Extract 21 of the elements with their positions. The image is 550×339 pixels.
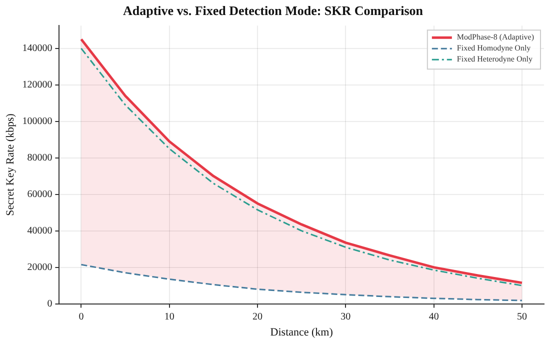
y-tick-label: 140000 — [22, 43, 52, 54]
x-tick-label: 30 — [340, 311, 351, 322]
y-tick-label: 40000 — [27, 225, 52, 236]
x-tick-label: 0 — [78, 311, 84, 322]
legend-label: Fixed Homodyne Only — [456, 44, 531, 53]
x-tick-label: 20 — [252, 311, 263, 322]
legend-label: ModPhase-8 (Adaptive) — [456, 32, 534, 42]
legend-label: Fixed Heterodyne Only — [456, 54, 532, 64]
chart-title: Adaptive vs. Fixed Detection Mode: SKR Comparison — [122, 3, 424, 18]
y-axis-title: Secret Key Rate (kbps) — [4, 113, 16, 216]
y-tick-label: 120000 — [22, 80, 52, 91]
x-tick-label: 40 — [428, 311, 439, 322]
y-tick-label: 0 — [47, 298, 52, 310]
x-axis-title: Distance (km) — [270, 326, 334, 338]
line-series — [80, 264, 523, 302]
y-tick-label: 80000 — [27, 152, 52, 164]
x-tick-label: 50 — [516, 311, 527, 322]
y-tick-label: 100000 — [22, 116, 52, 127]
x-tick-label: 10 — [164, 311, 174, 322]
y-tick-label: 20000 — [27, 262, 52, 273]
y-tick-label: 60000 — [27, 188, 52, 200]
